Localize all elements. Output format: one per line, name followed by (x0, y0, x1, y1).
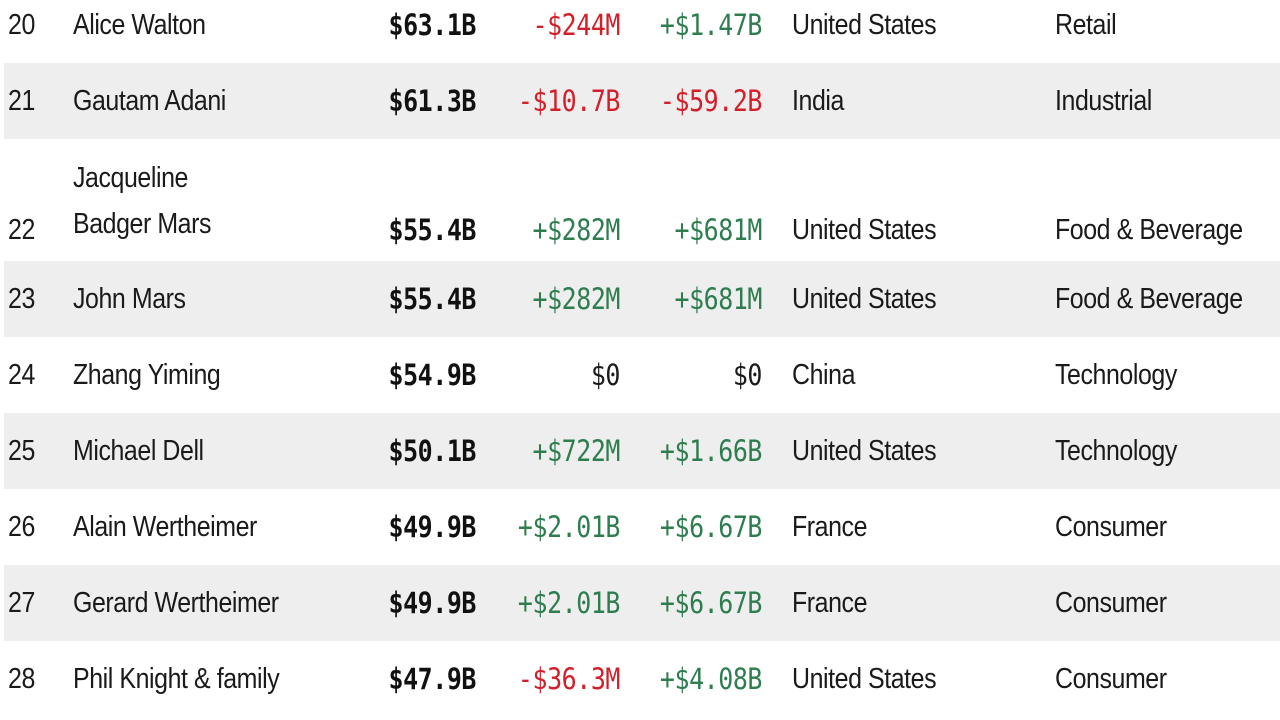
table-row[interactable]: 26 Alain Wertheimer $49.9B +$2.01B +$6.6… (4, 489, 1280, 565)
industry-cell: Consumer (1055, 510, 1167, 543)
table-row[interactable]: 28 Phil Knight & family $47.9B -$36.3M +… (4, 641, 1280, 717)
table-row[interactable]: 24 Zhang Yiming $54.9B $0 $0 China Techn… (4, 337, 1280, 413)
last-change-cell: -$36.3M (517, 662, 621, 696)
country-cell: United States (792, 434, 937, 467)
country-cell: United States (792, 282, 937, 315)
table-row[interactable]: 23 John Mars $55.4B +$282M +$681M United… (4, 261, 1280, 337)
ytd-change-cell: $0 (732, 358, 763, 392)
net-worth-cell: $54.9B (388, 358, 476, 392)
table-row[interactable]: 22 Jacqueline Badger Mars $55.4B +$282M … (4, 139, 1280, 261)
rank-cell: 22 (8, 214, 35, 246)
industry-cell: Food & Beverage (1055, 214, 1243, 246)
net-worth-cell: $55.4B (388, 282, 476, 316)
net-worth-cell: $50.1B (388, 434, 476, 468)
net-worth-cell: $47.9B (388, 662, 476, 696)
last-change-cell: +$722M (532, 434, 620, 468)
last-change-cell: -$244M (532, 8, 620, 42)
name-cell: Alice Walton (73, 9, 206, 41)
last-change-cell: $0 (590, 358, 621, 392)
net-worth-cell: $63.1B (388, 8, 476, 42)
name-cell: Gautam Adani (73, 85, 226, 117)
rank-cell: 27 (8, 586, 35, 619)
ytd-change-cell: +$681M (674, 213, 762, 247)
rank-cell: 23 (8, 282, 35, 315)
country-cell: United States (792, 662, 937, 695)
country-cell: China (792, 358, 856, 391)
rank-cell: 26 (8, 510, 35, 543)
ytd-change-cell: +$1.66B (659, 434, 763, 468)
table-row[interactable]: 27 Gerard Wertheimer $49.9B +$2.01B +$6.… (4, 565, 1280, 641)
industry-cell: Food & Beverage (1055, 282, 1243, 315)
name-cell: Alain Wertheimer (73, 511, 257, 543)
rank-cell: 21 (8, 84, 35, 117)
ytd-change-cell: +$1.47B (659, 8, 763, 42)
rank-cell: 20 (8, 8, 35, 41)
country-cell: United States (792, 8, 937, 41)
last-change-cell: +$2.01B (517, 510, 621, 544)
name-cell: Phil Knight & family (73, 663, 280, 695)
last-change-cell: -$10.7B (517, 84, 621, 118)
ytd-change-cell: +$4.08B (659, 662, 763, 696)
rank-cell: 24 (8, 358, 35, 391)
industry-cell: Consumer (1055, 586, 1167, 619)
last-change-cell: +$282M (532, 282, 620, 316)
industry-cell: Industrial (1055, 84, 1152, 117)
net-worth-cell: $61.3B (388, 84, 476, 118)
country-cell: France (792, 586, 868, 619)
ytd-change-cell: +$681M (674, 282, 762, 316)
country-cell: United States (792, 214, 937, 246)
industry-cell: Retail (1055, 8, 1117, 41)
name-cell: Gerard Wertheimer (73, 587, 279, 619)
table-row[interactable]: 20 Alice Walton $63.1B -$244M +$1.47B Un… (4, 0, 1280, 63)
name-cell: Jacqueline Badger Mars (73, 162, 212, 240)
billionaires-table: 20 Alice Walton $63.1B -$244M +$1.47B Un… (4, 0, 1280, 717)
table-row[interactable]: 21 Gautam Adani $61.3B -$10.7B -$59.2B I… (4, 63, 1280, 139)
last-change-cell: +$2.01B (517, 586, 621, 620)
country-cell: India (792, 84, 844, 117)
industry-cell: Consumer (1055, 662, 1167, 695)
ytd-change-cell: +$6.67B (659, 510, 763, 544)
name-cell: John Mars (73, 283, 186, 315)
net-worth-cell: $55.4B (388, 213, 476, 247)
country-cell: France (792, 510, 868, 543)
ytd-change-cell: -$59.2B (659, 84, 763, 118)
net-worth-cell: $49.9B (388, 510, 476, 544)
net-worth-cell: $49.9B (388, 586, 476, 620)
name-cell: Zhang Yiming (73, 359, 221, 391)
table-row[interactable]: 25 Michael Dell $50.1B +$722M +$1.66B Un… (4, 413, 1280, 489)
rank-cell: 25 (8, 434, 35, 467)
last-change-cell: +$282M (532, 213, 620, 247)
ytd-change-cell: +$6.67B (659, 586, 763, 620)
industry-cell: Technology (1055, 434, 1177, 467)
name-cell: Michael Dell (73, 435, 204, 467)
industry-cell: Technology (1055, 358, 1177, 391)
rank-cell: 28 (8, 662, 35, 695)
